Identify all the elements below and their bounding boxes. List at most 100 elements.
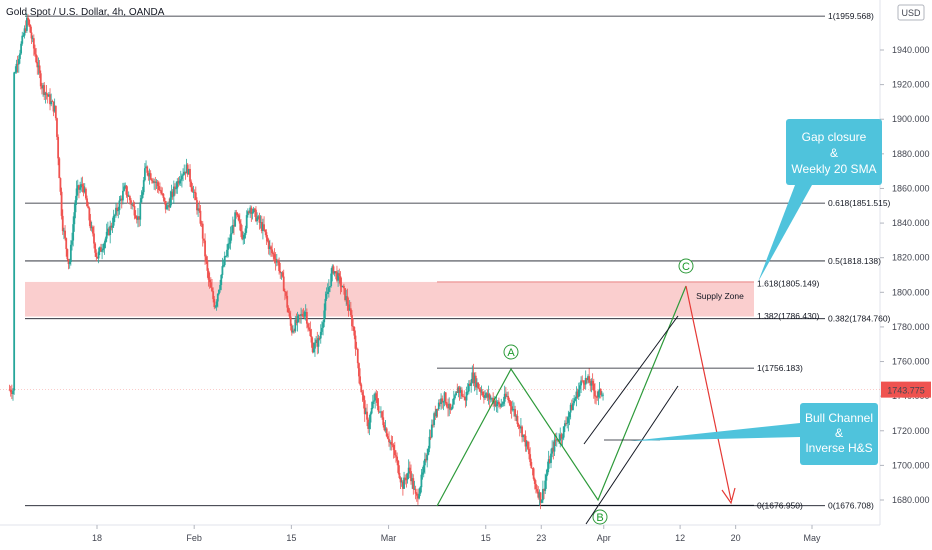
candle-body [286, 295, 289, 308]
candle-body [506, 396, 508, 397]
candle-body [34, 48, 36, 55]
candle-body [462, 396, 464, 398]
candle-body [295, 319, 298, 324]
candle-body [299, 314, 301, 316]
candle-body [185, 164, 188, 174]
candle-body [334, 271, 337, 273]
candle-body [496, 401, 499, 405]
candle-body [517, 424, 520, 427]
chart-title: Gold Spot / U.S. Dollar, 4h, OANDA [6, 7, 165, 18]
candle-body [355, 348, 358, 350]
candle-body [473, 375, 476, 384]
candle-body [30, 32, 33, 39]
bull-channel-text: Inverse H&S [805, 441, 872, 455]
candle-body [472, 372, 475, 384]
candle-body [58, 158, 61, 179]
time-axis[interactable]: 18 Feb 15 Mar 15 23 Apr 12 20 May [92, 525, 821, 543]
candle-body [342, 285, 345, 289]
candle-body [584, 377, 587, 385]
wave-marker [592, 509, 608, 525]
candle-body [461, 390, 463, 397]
candle-body [322, 322, 324, 328]
price-tick-label: 1700.000 [892, 460, 930, 470]
candle-body [422, 465, 425, 473]
candle-body [525, 441, 528, 447]
candle-body [187, 168, 190, 175]
candle-body [376, 398, 379, 406]
candle-body [563, 423, 566, 427]
candle-body [118, 200, 121, 211]
candle-body [141, 192, 144, 199]
candle-body [134, 215, 137, 219]
candle-body [145, 166, 147, 169]
candle-body [336, 271, 338, 281]
candle-body [602, 394, 604, 396]
candle-body [528, 448, 530, 455]
candle-body [537, 491, 540, 498]
gap-closure-pointer [758, 185, 812, 282]
channel-upper-line [583, 315, 679, 445]
candle-body [470, 382, 473, 386]
candle-body [61, 215, 64, 232]
candle-body [451, 404, 454, 409]
candle-body [135, 218, 138, 220]
candle-body [297, 314, 300, 316]
candle-body [383, 425, 386, 431]
candle-body [264, 229, 267, 233]
candle-body [477, 382, 480, 389]
candle-body [69, 244, 72, 263]
candle-body [229, 234, 232, 244]
candle-body [523, 434, 526, 436]
candle-body [459, 390, 462, 393]
candle-body [64, 230, 66, 239]
candle-body [300, 313, 302, 316]
price-tick-label: 1920.000 [892, 80, 930, 90]
candle-body [106, 228, 109, 232]
candle-body [149, 173, 152, 180]
candle-body [392, 445, 395, 451]
candle-body [378, 411, 381, 413]
candle-body [257, 216, 260, 218]
candle-body [14, 72, 17, 73]
candle-body [503, 393, 506, 402]
candle-body [319, 331, 322, 339]
candle-body [377, 405, 380, 412]
candle-body [501, 403, 504, 405]
candle-body [273, 254, 276, 259]
gap-closure-callout [786, 119, 882, 185]
candle-body [24, 28, 27, 31]
price-tick-label: 1820.000 [892, 253, 930, 263]
candle-body [415, 493, 418, 496]
candle-body [189, 168, 191, 182]
candle-body [203, 238, 205, 241]
candle-body [272, 253, 275, 255]
candle-body [582, 380, 585, 384]
candle-body [260, 222, 263, 231]
candle-body [514, 409, 517, 417]
last-price-tag: 1743.775 [881, 381, 931, 398]
candle-body [208, 279, 211, 283]
candle-body [288, 312, 291, 317]
candle-body [205, 256, 208, 261]
time-tick-label: 18 [92, 533, 102, 543]
candle-body [265, 232, 268, 238]
candle-body [425, 458, 427, 461]
time-tick-label: 15 [286, 533, 296, 543]
candle-body [539, 492, 542, 503]
candle-body [562, 426, 565, 438]
candle-body [285, 291, 287, 296]
candle-body [108, 228, 110, 235]
candle-body [363, 400, 366, 415]
candle-body [256, 217, 259, 222]
channel-lower-line [585, 385, 679, 525]
price-tick-label: 1760.000 [892, 357, 930, 367]
candle-body [178, 180, 181, 184]
currency-badge[interactable] [897, 4, 925, 21]
candle-body [569, 404, 572, 413]
candle-body [469, 383, 471, 386]
bull-channel-text: & [835, 426, 843, 440]
candle-body [222, 265, 225, 267]
time-tick-label: May [803, 533, 821, 543]
candle-body [600, 394, 603, 396]
